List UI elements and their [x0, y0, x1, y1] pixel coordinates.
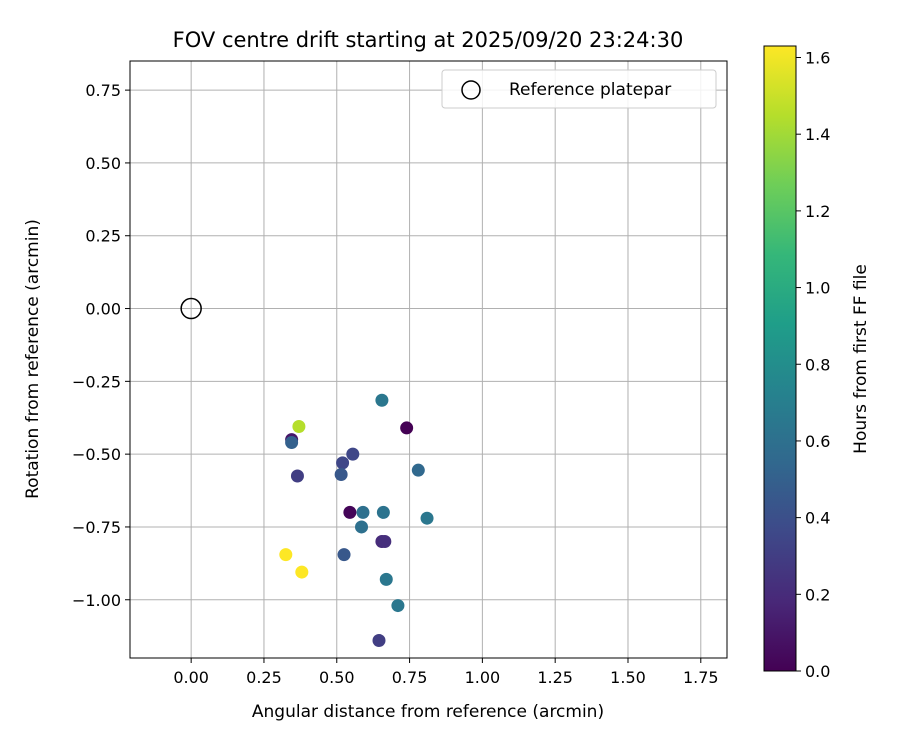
data-point — [391, 599, 405, 613]
x-tick-label: 1.50 — [610, 668, 646, 687]
legend-box — [441, 69, 717, 109]
y-tick-label: 0.25 — [85, 227, 121, 246]
legend-marker-icon — [461, 80, 481, 100]
colorbar-tick-label: 1.2 — [805, 202, 830, 221]
reference-point — [180, 297, 202, 320]
data-point — [355, 520, 369, 534]
x-axis: 0.00 0.25 0.50 0.75 1.00 1.25 1.50 1.75 — [173, 658, 719, 687]
y-axis: 0.75 0.50 0.25 0.00 −0.25 −0.50 −0.75 −1.00 — [72, 81, 130, 610]
colorbar-tick-label: 0.2 — [805, 585, 830, 604]
data-point — [400, 421, 414, 435]
legend: Reference platepar — [441, 69, 717, 109]
data-point — [285, 435, 299, 449]
y-tick-label: −0.25 — [72, 372, 121, 391]
data-point — [336, 456, 350, 470]
colorbar-tick-label: 1.4 — [805, 125, 830, 144]
y-tick-label: −0.75 — [72, 518, 121, 537]
colorbar-tick-label: 0.4 — [805, 509, 830, 528]
colorbar-tick-label: 1.6 — [805, 49, 830, 68]
data-points — [279, 393, 434, 648]
y-axis-label: Rotation from reference (arcmin) — [23, 219, 43, 499]
grid — [130, 61, 727, 658]
x-tick-label: 0.50 — [319, 668, 355, 687]
data-point — [378, 535, 392, 549]
data-point — [292, 419, 306, 433]
y-tick-label: 0.00 — [85, 300, 121, 319]
y-tick-label: 0.75 — [85, 81, 121, 100]
x-axis-label: Angular distance from reference (arcmin) — [252, 702, 604, 722]
x-tick-label: 0.00 — [173, 668, 209, 687]
data-point — [337, 548, 351, 562]
data-point — [379, 572, 393, 586]
data-point — [346, 447, 360, 461]
colorbar-tick-label: 0.8 — [805, 355, 830, 374]
data-point — [334, 468, 348, 482]
colorbar-ticks: 0.0 0.2 0.4 0.6 0.8 1.0 1.2 1.4 1.6 — [796, 49, 830, 681]
colorbar-tick-label: 1.0 — [805, 279, 830, 298]
data-point — [376, 505, 390, 519]
data-point — [372, 634, 386, 648]
data-point — [279, 548, 293, 562]
x-tick-label: 1.25 — [537, 668, 573, 687]
data-point — [375, 393, 389, 407]
data-point — [356, 505, 370, 519]
y-tick-label: 0.50 — [85, 154, 121, 173]
data-point — [343, 505, 357, 519]
colorbar: 0.0 0.2 0.4 0.6 0.8 1.0 1.2 1.4 1.6 Hours from f… — [763, 45, 871, 681]
legend-entry-reference: Reference platepar — [509, 80, 671, 100]
data-point — [420, 511, 434, 525]
colorbar-gradient — [763, 45, 797, 672]
y-tick-label: −0.50 — [72, 445, 121, 464]
colorbar-tick-label: 0.0 — [805, 662, 830, 681]
data-point — [290, 469, 304, 483]
chart-title: FOV centre drift starting at 2025/09/20 … — [173, 28, 684, 52]
colorbar-label: Hours from first FF file — [851, 264, 871, 454]
x-tick-label: 1.75 — [683, 668, 719, 687]
colorbar-tick-label: 0.6 — [805, 432, 830, 451]
plot-frame — [129, 60, 728, 659]
y-tick-label: −1.00 — [72, 591, 121, 610]
x-tick-label: 1.00 — [465, 668, 501, 687]
x-tick-label: 0.25 — [246, 668, 282, 687]
data-point — [411, 463, 425, 477]
data-point — [295, 565, 309, 579]
x-tick-label: 0.75 — [392, 668, 428, 687]
